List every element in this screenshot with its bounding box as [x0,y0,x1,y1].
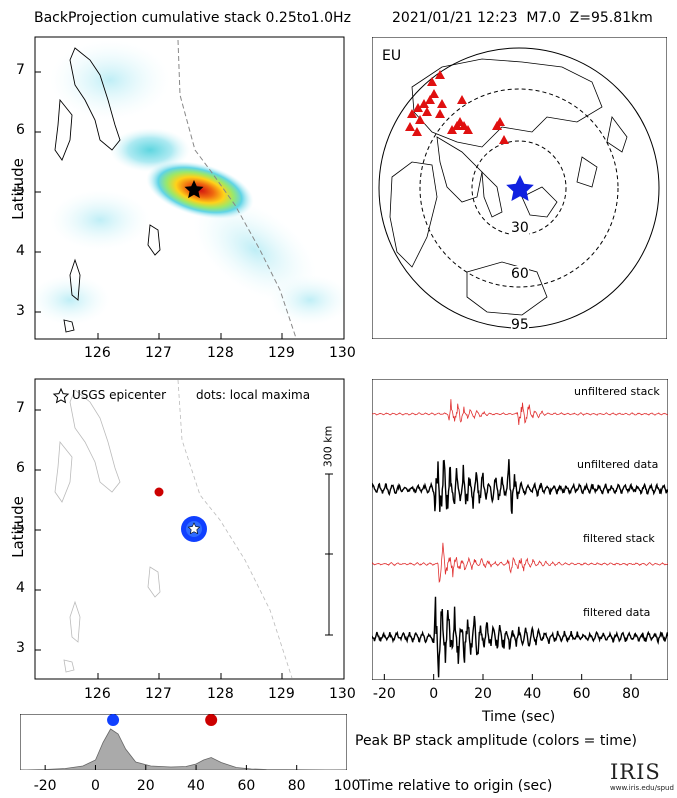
maxima-map-ytick-7: 7 [16,400,25,416]
maxima-map-ytick-3: 3 [16,640,25,656]
maxima-map-ylabel: Latitude [9,496,27,558]
station-region-label: EU [382,48,402,64]
seismogram-trace [372,399,668,426]
stack-map-xtick-130: 130 [329,345,356,361]
maxima-map-xtick-130: 130 [329,686,356,702]
maxima-map-ytick-6: 6 [16,460,25,476]
seismogram-xtick-label: 60 [572,686,591,702]
seismogram-xtick-label: 80 [622,686,640,702]
event-magnitude: M7.0 [526,10,561,26]
station-triangles [405,70,509,144]
peak-amplitude-xtick-label: 20 [136,778,155,794]
stack-map-xtick-127: 127 [145,345,172,361]
peak-amplitude-caption: Peak BP stack amplitude (colors = time) [355,733,637,749]
stack-map-ytick-3: 3 [16,303,25,319]
seismogram-xtick-label: 20 [474,686,492,702]
continent-outlines [389,58,628,316]
peak-amplitude-panel [20,714,347,770]
trace-label-filtered-data: filtered data [583,606,651,619]
iris-url: www.iris.edu/spud [610,784,674,792]
seismogram-trace [372,542,668,584]
ring-label-30: 30 [511,220,529,236]
legend-dots-label: dots: local maxima [196,388,311,402]
scale-bar [325,473,333,636]
legend-star-icon [52,387,70,404]
maxima-map-ytick-4: 4 [16,580,25,596]
local-maxima-dots [154,487,207,542]
stack-map-xtick-129: 129 [268,345,295,361]
peak-amplitude-xtick-label: 100 [333,778,361,794]
iris-logo-text: IRIS [610,760,661,784]
event-datetime: 2021/01/21 12:23 [392,10,518,26]
peak-amplitude-xtick-label: 60 [237,778,256,794]
peak-time-marker [205,714,218,726]
legend-epicenter-label: USGS epicenter [72,388,167,402]
local-maximum-dot [154,487,164,497]
seismogram-trace [372,459,668,514]
station-map-panel [372,37,667,339]
maxima-map-xtick-127: 127 [145,686,172,702]
trace-label-unfiltered-stack: unfiltered stack [574,385,660,398]
epicenter-star-icon [184,180,204,199]
event-info: 2021/01/21 12:23 M7.0 Z=95.81km [392,10,653,26]
stack-heatmap [35,39,344,339]
ring-label-60: 60 [511,266,529,282]
stack-map-ytick-6: 6 [16,122,25,138]
peak-amplitude-xtick-label: 40 [187,778,205,794]
seismogram-xtick-label: -20 [372,686,396,702]
epicenter-star-icon [187,522,201,535]
maxima-map-axes [35,409,283,679]
ring-label-95: 95 [511,317,529,333]
event-depth: Z=95.81km [569,10,653,26]
peak-amplitude-area [20,728,347,770]
peak-time-marker [107,714,120,726]
stack-map-ytick-5: 5 [16,182,25,198]
seismogram-panel [372,379,668,680]
maxima-map-xtick-126: 126 [84,686,111,702]
epicenter-star-icon [506,175,534,201]
maxima-map-xtick-128: 128 [207,686,234,702]
stack-map-ytick-7: 7 [16,62,25,78]
stack-map-axes [35,71,283,339]
seismogram-xtick-label: 40 [523,686,542,702]
seismogram-trace [372,596,668,678]
seismogram-xlabel: Time (sec) [482,709,556,725]
peak-amplitude-xtick-label: 80 [287,778,306,794]
peak-amplitude-xtick-label: 0 [90,778,100,794]
trace-label-unfiltered-data: unfiltered data [577,458,659,471]
peak-amplitude-xtick-label: -20 [33,778,57,794]
stack-map-ytick-4: 4 [16,243,25,259]
trace-label-filtered-stack: filtered stack [583,532,655,545]
iris-logo: IRIS www.iris.edu/spud [610,760,674,793]
maxima-map-ytick-5: 5 [16,520,25,536]
chart-title: BackProjection cumulative stack 0.25to1.… [34,10,351,26]
maxima-map-xtick-129: 129 [268,686,295,702]
stack-map-xtick-128: 128 [207,345,234,361]
stack-map-xtick-126: 126 [84,345,111,361]
scale-bar-label: 300 km [321,425,335,468]
peak-amplitude-xlabel: Time relative to origin (sec) [359,778,553,794]
seismogram-xtick-label: 0 [429,686,439,702]
